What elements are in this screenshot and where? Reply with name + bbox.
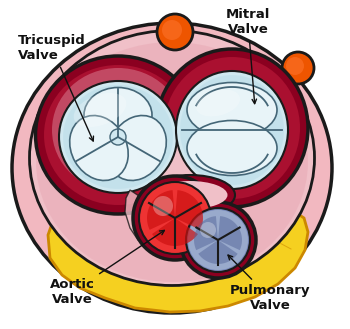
Ellipse shape — [74, 93, 126, 127]
Ellipse shape — [164, 57, 300, 199]
Ellipse shape — [135, 138, 215, 198]
Ellipse shape — [176, 71, 288, 189]
Circle shape — [186, 208, 250, 272]
Text: Tricuspid
Valve: Tricuspid Valve — [18, 34, 93, 141]
Polygon shape — [198, 240, 238, 264]
Ellipse shape — [29, 31, 315, 286]
Text: Mitral
Valve: Mitral Valve — [226, 8, 270, 104]
Circle shape — [188, 210, 248, 270]
Ellipse shape — [52, 68, 184, 192]
Circle shape — [139, 182, 211, 254]
Ellipse shape — [36, 42, 308, 282]
Circle shape — [153, 196, 173, 216]
Circle shape — [200, 222, 216, 238]
Ellipse shape — [63, 85, 173, 189]
Circle shape — [286, 57, 304, 75]
Ellipse shape — [59, 81, 177, 193]
Ellipse shape — [108, 115, 166, 181]
Circle shape — [157, 14, 193, 50]
Ellipse shape — [35, 56, 201, 214]
Ellipse shape — [156, 49, 308, 207]
Circle shape — [180, 202, 256, 278]
Ellipse shape — [70, 115, 128, 181]
Polygon shape — [218, 216, 242, 250]
Polygon shape — [125, 190, 160, 245]
Text: Aortic
Valve: Aortic Valve — [50, 230, 164, 306]
Ellipse shape — [12, 23, 332, 313]
Circle shape — [133, 176, 217, 260]
Text: Pulmonary
Valve: Pulmonary Valve — [228, 255, 310, 312]
Ellipse shape — [180, 75, 284, 185]
Polygon shape — [48, 208, 308, 312]
Ellipse shape — [153, 181, 228, 209]
Ellipse shape — [187, 83, 277, 138]
Ellipse shape — [145, 175, 235, 215]
Polygon shape — [147, 190, 175, 230]
Polygon shape — [194, 216, 218, 250]
Polygon shape — [175, 190, 203, 230]
Ellipse shape — [44, 65, 192, 205]
Circle shape — [110, 129, 126, 145]
Ellipse shape — [196, 89, 240, 116]
Ellipse shape — [84, 88, 152, 142]
Circle shape — [162, 20, 182, 40]
Circle shape — [282, 52, 314, 84]
Polygon shape — [152, 218, 198, 246]
Circle shape — [139, 182, 211, 254]
Ellipse shape — [187, 120, 277, 175]
